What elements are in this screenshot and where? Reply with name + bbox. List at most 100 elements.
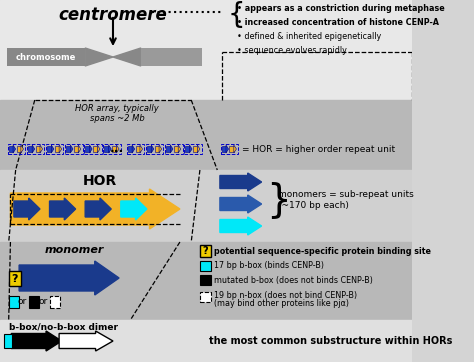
Bar <box>46 144 64 154</box>
Bar <box>112 146 117 152</box>
Bar <box>9 146 13 152</box>
Text: chromosome: chromosome <box>16 52 76 62</box>
Text: or: or <box>39 298 48 307</box>
Polygon shape <box>109 145 111 153</box>
Polygon shape <box>113 48 141 66</box>
Text: {: { <box>228 1 246 29</box>
Text: or: or <box>18 298 27 307</box>
Polygon shape <box>90 145 92 153</box>
Polygon shape <box>159 145 162 153</box>
Bar <box>0 170 412 242</box>
Bar <box>128 146 132 152</box>
Bar <box>84 144 102 154</box>
Polygon shape <box>32 145 35 153</box>
Bar <box>27 144 45 154</box>
Polygon shape <box>13 145 16 153</box>
FancyArrow shape <box>14 198 40 220</box>
Polygon shape <box>190 145 192 153</box>
Polygon shape <box>21 145 24 153</box>
Polygon shape <box>178 145 181 153</box>
Polygon shape <box>140 145 143 153</box>
Bar <box>200 261 211 271</box>
Bar <box>17 146 21 152</box>
FancyArrow shape <box>220 173 262 191</box>
Bar <box>200 292 211 302</box>
Polygon shape <box>132 145 135 153</box>
FancyArrow shape <box>19 261 119 295</box>
Text: HOR array, typically
spans ~2 Mb: HOR array, typically spans ~2 Mb <box>75 104 159 123</box>
Bar <box>184 144 201 154</box>
Polygon shape <box>40 145 43 153</box>
Text: • defined & inherited epigenetically: • defined & inherited epigenetically <box>237 32 382 41</box>
Bar <box>165 144 182 154</box>
Bar <box>147 146 151 152</box>
Bar <box>93 146 97 152</box>
Bar <box>0 320 412 362</box>
FancyArrow shape <box>10 189 180 229</box>
Polygon shape <box>197 145 200 153</box>
Text: monomers = sub-repeat units
(~170 bp each): monomers = sub-repeat units (~170 bp eac… <box>278 190 414 210</box>
Bar <box>103 144 121 154</box>
Polygon shape <box>226 145 228 153</box>
Bar <box>222 146 226 152</box>
Polygon shape <box>117 145 119 153</box>
Bar <box>0 242 412 320</box>
Bar <box>0 100 412 170</box>
FancyArrow shape <box>85 198 111 220</box>
Bar <box>166 146 170 152</box>
Bar <box>200 245 211 257</box>
Polygon shape <box>97 145 100 153</box>
Text: ?: ? <box>11 274 18 283</box>
Text: • increased concentration of histone CENP-A: • increased concentration of histone CEN… <box>237 18 439 27</box>
Text: • sequence evolves rapidly: • sequence evolves rapidly <box>237 46 347 55</box>
Text: mutated b-box (does not binds CENP-B): mutated b-box (does not binds CENP-B) <box>214 275 373 285</box>
Bar <box>28 146 32 152</box>
Polygon shape <box>85 48 113 66</box>
Bar <box>74 146 78 152</box>
Bar <box>155 146 159 152</box>
Bar <box>0 0 412 100</box>
Bar <box>185 146 190 152</box>
Bar <box>66 146 71 152</box>
FancyArrow shape <box>121 198 147 220</box>
Text: (may bind other proteins like pjα): (may bind other proteins like pjα) <box>214 299 349 308</box>
Bar <box>85 146 90 152</box>
FancyArrow shape <box>50 198 76 220</box>
Bar <box>8 144 25 154</box>
Bar <box>193 146 197 152</box>
Polygon shape <box>59 145 62 153</box>
Polygon shape <box>51 145 54 153</box>
Bar <box>50 296 60 308</box>
FancyArrow shape <box>220 217 262 235</box>
Bar <box>104 146 109 152</box>
Bar <box>7 48 85 66</box>
Text: HOR: HOR <box>83 174 117 188</box>
FancyArrow shape <box>11 331 62 351</box>
Text: centromere: centromere <box>59 6 167 24</box>
Text: ?: ? <box>203 246 209 256</box>
Text: monomer: monomer <box>44 245 103 255</box>
Text: 17 bp b-box (binds CENP-B): 17 bp b-box (binds CENP-B) <box>214 261 324 270</box>
Text: = HOR = higher order repeat unit: = HOR = higher order repeat unit <box>242 144 395 153</box>
Bar <box>200 275 211 285</box>
FancyArrow shape <box>220 195 262 213</box>
Bar <box>29 296 39 308</box>
Bar <box>141 48 201 66</box>
Text: }: } <box>266 181 291 219</box>
Polygon shape <box>234 145 237 153</box>
Text: ...: ... <box>110 143 125 156</box>
Bar <box>47 146 51 152</box>
Text: • appears as a constriction during metaphase: • appears as a constriction during metap… <box>237 4 445 13</box>
Polygon shape <box>170 145 173 153</box>
Bar <box>221 144 238 154</box>
Bar <box>174 146 178 152</box>
Text: potential sequence-specific protein binding site: potential sequence-specific protein bind… <box>214 247 431 256</box>
Bar <box>146 144 164 154</box>
Polygon shape <box>78 145 81 153</box>
Bar <box>9 271 21 286</box>
Bar <box>9 296 19 308</box>
Polygon shape <box>71 145 73 153</box>
Text: 19 bp n-box (does not bind CENP-B): 19 bp n-box (does not bind CENP-B) <box>214 290 357 299</box>
FancyArrow shape <box>59 331 113 351</box>
Text: b-box/no-b-box dimer: b-box/no-b-box dimer <box>9 323 118 332</box>
